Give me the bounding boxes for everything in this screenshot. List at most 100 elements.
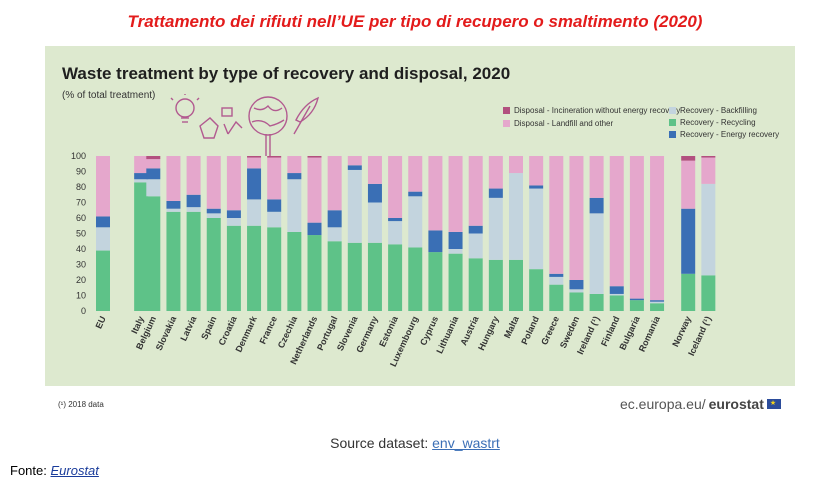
y-tick-label: 70: [76, 198, 86, 208]
bar-segment: [146, 159, 161, 169]
bar-segment: [367, 183, 382, 203]
bar-segment: [267, 156, 282, 158]
bar-segment: [408, 191, 423, 197]
bar-segment: [629, 298, 644, 301]
bar-segment: [529, 188, 544, 270]
bar-segment: [428, 156, 443, 231]
x-tick-label: Malta: [502, 314, 521, 340]
brand-prefix: ec.europa.eu/: [620, 396, 706, 412]
bar-segment: [327, 210, 342, 228]
bar-segment: [247, 199, 262, 226]
bar-segment: [347, 242, 362, 311]
bar-segment: [166, 200, 181, 209]
bar-segment: [428, 252, 443, 311]
legend-incineration: Disposal - Incineration without energy r…: [503, 106, 680, 115]
legend-energy-recovery: Recovery - Energy recovery: [669, 130, 779, 139]
bar-segment: [488, 259, 503, 311]
bar-segment: [529, 269, 544, 311]
bar-segment: [509, 259, 523, 311]
bar-segment: [681, 273, 696, 311]
legend-label: Recovery - Energy recovery: [680, 130, 780, 139]
bar-segment: [609, 293, 624, 296]
y-tick-label: 50: [76, 229, 86, 239]
bar-segment: [488, 197, 503, 260]
x-tick-label: France: [257, 315, 279, 346]
bar-segment: [650, 303, 665, 311]
bar-segment: [287, 156, 302, 174]
bar-segment: [388, 218, 403, 222]
bar-segment: [146, 168, 161, 180]
bar-segment: [347, 156, 362, 166]
x-tick-label: Spain: [199, 315, 218, 341]
bar-segment: [448, 231, 463, 249]
bar-segment: [134, 173, 149, 180]
y-tick-label: 80: [76, 182, 86, 192]
bar-segment: [226, 210, 241, 218]
bar-segment: [681, 160, 696, 209]
legend-label: Recovery - Backfilling: [680, 106, 757, 115]
source-line: Source dataset: env_wastrt: [0, 435, 830, 451]
bar-segment: [166, 211, 181, 311]
y-tick-label: 20: [76, 275, 86, 285]
chart-title: Waste treatment by type of recovery and …: [62, 64, 511, 83]
bar-segment: [448, 253, 463, 311]
legend-label: Disposal - Incineration without energy r…: [514, 106, 681, 115]
bar-segment: [569, 289, 584, 293]
bar-segment: [408, 247, 423, 311]
bar-segment: [701, 275, 716, 311]
bar-segment: [96, 156, 110, 217]
legend-recycling: Recovery - Recycling: [669, 118, 756, 127]
bar-segment: [681, 208, 696, 274]
bar-segment: [569, 292, 584, 311]
y-tick-label: 60: [76, 213, 86, 223]
bar-segment: [146, 179, 161, 197]
bar-segment: [247, 168, 262, 200]
bar-segment: [267, 199, 282, 212]
y-tick-label: 100: [71, 151, 86, 161]
bar-segment: [428, 230, 443, 253]
chart-subtitle: (% of total treatment): [62, 90, 156, 101]
bar-segment: [549, 156, 564, 274]
bar-segment: [226, 156, 241, 211]
bar-segment: [206, 156, 221, 209]
legend-landfill: Disposal - Landfill and other: [503, 119, 613, 128]
bar-segment: [96, 216, 110, 228]
bar-segment: [549, 276, 564, 285]
bar-segment: [549, 273, 564, 277]
bar-segment: [186, 207, 201, 212]
bar-segment: [146, 196, 161, 311]
bar-segment: [226, 218, 241, 226]
fonte-eurostat-link[interactable]: Eurostat: [50, 463, 99, 478]
bar-segment: [609, 286, 624, 294]
bar-segment: [267, 211, 282, 228]
bar-segment: [247, 225, 262, 311]
bar-segment: [206, 213, 221, 218]
bar-segment: [247, 157, 262, 169]
bar-segment: [226, 225, 241, 311]
bar-segment: [589, 156, 604, 198]
source-label: Source dataset:: [330, 435, 429, 451]
bar-segment: [701, 157, 716, 184]
bar-segment: [206, 218, 221, 311]
bar-segment: [186, 211, 201, 311]
footnote: (¹) 2018 data: [58, 400, 104, 409]
bar-segment: [388, 221, 403, 245]
y-tick-label: 40: [76, 244, 86, 254]
x-tick-label: Croatia: [217, 314, 240, 347]
bar-segment: [589, 197, 604, 214]
bar-segment: [186, 194, 201, 208]
bar-segment: [134, 156, 149, 174]
brand-name: eurostat: [708, 396, 764, 412]
fonte-label: Fonte:: [10, 463, 47, 478]
source-dataset-link[interactable]: env_wastrt: [432, 435, 500, 451]
bar-segment: [267, 157, 282, 200]
bar-segment: [96, 227, 110, 251]
bar-segment: [701, 183, 716, 276]
y-tick-label: 90: [76, 167, 86, 177]
bar-segment: [307, 222, 322, 236]
bar-segment: [589, 293, 604, 311]
legend-swatch: [503, 120, 510, 127]
legend-swatch: [669, 131, 676, 138]
bar-segment: [529, 185, 544, 189]
bar-segment: [287, 231, 302, 311]
